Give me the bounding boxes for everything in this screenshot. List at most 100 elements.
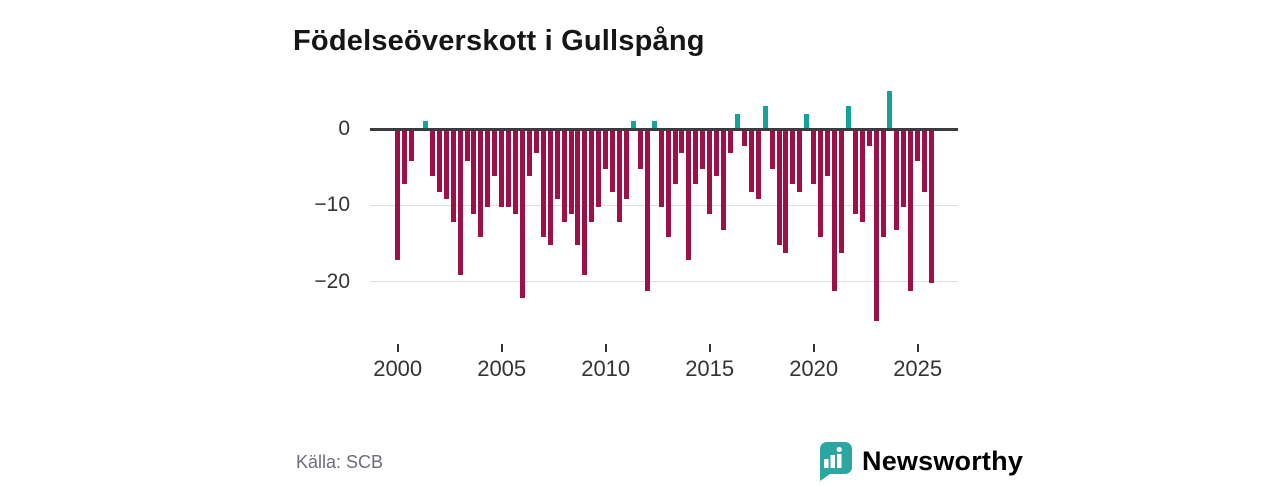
bar-negative [748, 130, 754, 192]
bar-negative [575, 130, 581, 245]
x-axis-tick-label: 2000 [373, 356, 423, 381]
bar-negative [873, 130, 879, 322]
bar-negative [547, 130, 553, 245]
bar-positive [422, 121, 428, 129]
bar-negative [831, 130, 837, 291]
bar-negative [922, 130, 928, 192]
zero-axis-line [370, 127, 958, 131]
bar-negative [554, 130, 560, 200]
bar-negative [506, 130, 512, 207]
bar-negative [471, 130, 477, 215]
bar-negative [519, 130, 525, 299]
bar-negative [790, 130, 796, 184]
bar-negative [457, 130, 463, 276]
y-axis-tick-label: −10 [314, 193, 350, 217]
bar-negative [866, 130, 872, 146]
x-axis-tick-label: 2015 [685, 356, 735, 381]
chart-title: Födelseöverskott i Gullspång [293, 25, 705, 58]
x-axis-tick-label: 2020 [789, 356, 839, 381]
bar-positive [845, 106, 851, 129]
bar-negative [568, 130, 574, 215]
bar-positive [630, 121, 636, 129]
bar-negative [859, 130, 865, 223]
bar-negative [589, 130, 595, 223]
bar-negative [513, 130, 519, 215]
bar-negative [478, 130, 484, 238]
bar-negative [929, 130, 935, 284]
bar-negative [450, 130, 456, 223]
bar-negative [637, 130, 643, 169]
gridline [370, 281, 958, 283]
bar-negative [533, 130, 539, 154]
bar-negative [908, 130, 914, 291]
bar-negative [797, 130, 803, 192]
bar-negative [915, 130, 921, 162]
bar-positive [734, 113, 740, 129]
x-axis-tick-label: 2025 [893, 356, 943, 381]
y-axis-tick-label: −20 [314, 269, 350, 293]
bar-positive [762, 106, 768, 129]
x-axis-tick-label: 2005 [477, 356, 527, 381]
bar-negative [721, 130, 727, 230]
bar-negative [776, 130, 782, 245]
bar-negative [672, 130, 678, 184]
bar-negative [409, 130, 415, 162]
bar-negative [436, 130, 442, 192]
newsworthy-wordmark: Newsworthy [862, 445, 1024, 476]
bar-negative [838, 130, 844, 253]
x-axis-tick [396, 344, 399, 352]
bar-negative [464, 130, 470, 162]
bar-negative [852, 130, 858, 215]
bar-negative [901, 130, 907, 207]
x-axis-tick [604, 344, 607, 352]
bar-negative [623, 130, 629, 200]
bar-negative [700, 130, 706, 169]
bar-negative [561, 130, 567, 223]
source-label: Källa: SCB [296, 452, 384, 472]
bar-negative [402, 130, 408, 184]
newsworthy-logo: Newsworthy [815, 441, 1023, 481]
x-axis-tick [500, 344, 503, 352]
newsworthy-icon [815, 441, 853, 481]
bar-positive [887, 90, 893, 129]
x-axis-tick [812, 344, 815, 352]
bar-negative [644, 130, 650, 291]
bar-negative [880, 130, 886, 238]
bar-negative [693, 130, 699, 184]
bar-negative [617, 130, 623, 223]
x-axis-tick [708, 344, 711, 352]
bar-negative [603, 130, 609, 169]
bar-positive [804, 113, 810, 129]
x-axis-tick [916, 344, 919, 352]
bar-negative [811, 130, 817, 184]
bar-negative [783, 130, 789, 253]
bar-negative [658, 130, 664, 207]
bar-negative [395, 130, 401, 261]
bar-negative [610, 130, 616, 192]
bar-negative [755, 130, 761, 200]
bar-negative [596, 130, 602, 207]
bar-negative [540, 130, 546, 238]
bar-negative [526, 130, 532, 177]
bar-negative [686, 130, 692, 261]
bar-negative [485, 130, 491, 207]
bar-negative [818, 130, 824, 238]
bar-negative [714, 130, 720, 177]
bar-negative [769, 130, 775, 169]
bar-negative [825, 130, 831, 177]
bar-negative [679, 130, 685, 154]
bar-negative [727, 130, 733, 154]
bar-negative [443, 130, 449, 200]
bar-negative [492, 130, 498, 177]
bar-negative [582, 130, 588, 276]
bar-negative [429, 130, 435, 177]
bar-negative [894, 130, 900, 230]
bar-negative [499, 130, 505, 207]
y-axis-tick-label: 0 [338, 117, 350, 140]
gridline [370, 204, 958, 206]
x-axis-tick-label: 2010 [581, 356, 631, 381]
bar-negative [665, 130, 671, 238]
bar-positive [651, 121, 657, 129]
bar-negative [707, 130, 713, 215]
bar-negative [741, 130, 747, 146]
